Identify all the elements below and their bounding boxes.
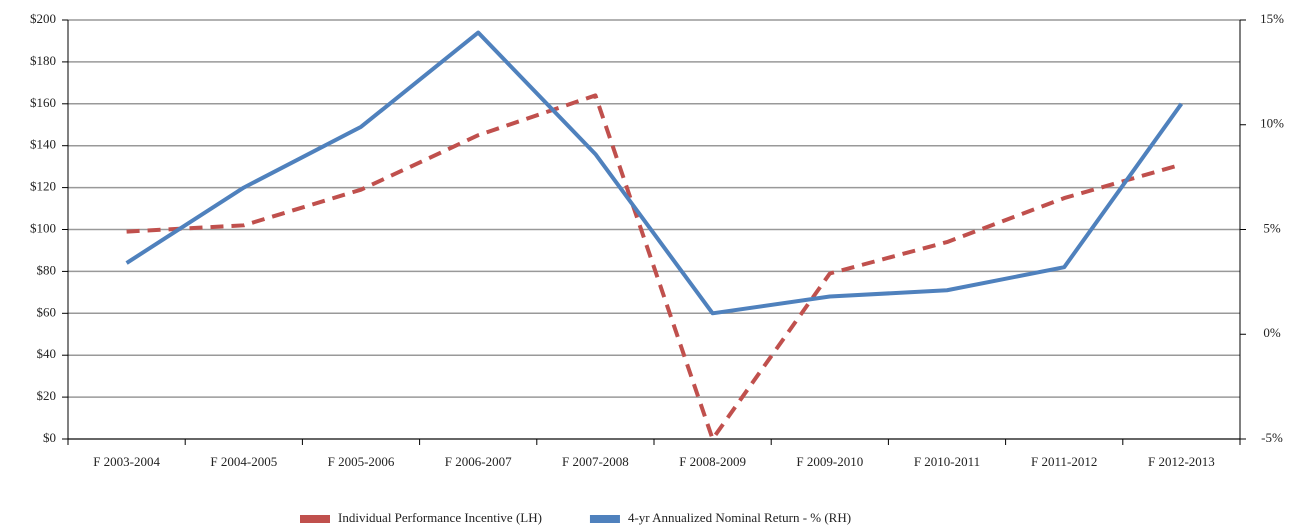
y-tick-label: $60	[37, 304, 57, 319]
x-tick-label: F 2012-2013	[1148, 454, 1215, 469]
y-tick-label: $180	[30, 53, 56, 68]
x-tick-label: F 2007-2008	[562, 454, 629, 469]
y-tick-label: $120	[30, 179, 56, 194]
legend-swatch	[300, 515, 330, 523]
x-tick-label: F 2003-2004	[93, 454, 160, 469]
x-tick-label: F 2011-2012	[1031, 454, 1097, 469]
y-tick-label: $100	[30, 220, 56, 235]
x-tick-label: F 2005-2006	[328, 454, 395, 469]
y-tick-label: $80	[37, 262, 57, 277]
y2-tick-label: 0%	[1263, 325, 1281, 340]
x-tick-label: F 2008-2009	[679, 454, 746, 469]
y2-tick-label: -5%	[1261, 430, 1283, 445]
y-tick-label: $200	[30, 11, 56, 26]
y2-tick-label: 5%	[1263, 220, 1281, 235]
x-tick-label: F 2010-2011	[914, 454, 980, 469]
legend-label: Individual Performance Incentive (LH)	[338, 510, 542, 525]
series-line	[126, 93, 1182, 441]
y-tick-label: $40	[37, 346, 57, 361]
x-tick-label: F 2004-2005	[210, 454, 277, 469]
y-tick-label: $0	[43, 430, 56, 445]
y2-tick-label: 15%	[1260, 11, 1284, 26]
y-tick-label: $140	[30, 137, 56, 152]
legend-label: 4-yr Annualized Nominal Return - % (RH)	[628, 510, 851, 525]
legend-swatch	[589, 515, 620, 523]
y-tick-label: $160	[30, 95, 56, 110]
x-tick-label: F 2009-2010	[796, 454, 863, 469]
series-line	[125, 30, 1184, 316]
y2-tick-label: 10%	[1260, 116, 1284, 131]
x-tick-label: F 2006-2007	[445, 454, 512, 469]
y-tick-label: $20	[37, 388, 57, 403]
